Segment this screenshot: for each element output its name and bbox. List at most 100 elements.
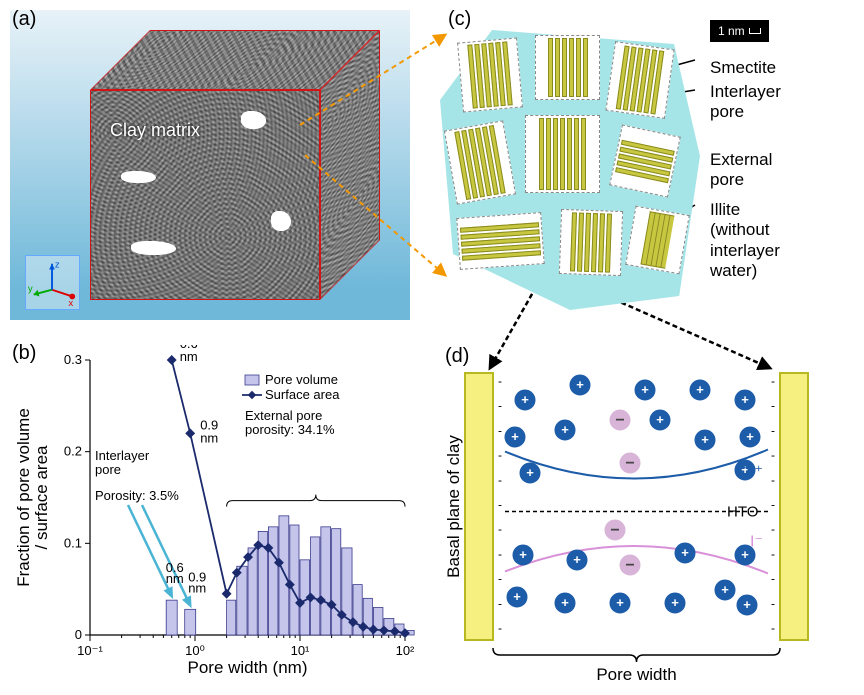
svg-text:Interlayerpore: Interlayerpore [95,448,150,477]
svg-text:HTO: HTO [727,504,758,521]
svg-text:+: + [561,595,569,610]
svg-text:-: - [498,374,502,388]
svg-text:-: - [498,572,502,586]
panel-d-ion-diagram: ----------------------++++++++++++−−++++… [445,355,845,690]
svg-text:nm: nm [180,349,198,364]
clay-particle [625,206,690,275]
scale-tick [749,28,761,34]
svg-text:10¹: 10¹ [291,643,310,658]
svg-text:0: 0 [75,627,82,642]
svg-text:+: + [641,382,649,397]
svg-text:+: + [513,589,521,604]
svg-text:+: + [521,392,529,407]
svg-text:10⁻¹: 10⁻¹ [77,643,103,658]
svg-text:-: - [771,621,775,635]
clay-matrix-label: Clay matrix [110,120,200,141]
label-external-pore: External pore [710,150,772,191]
ion-svg: ----------------------++++++++++++−−++++… [445,355,845,690]
label-smectite: Smectite [710,58,776,78]
ct-cube [90,30,360,300]
svg-text:Cs⁺: Cs⁺ [735,464,763,481]
svg-text:-: - [771,498,775,512]
pore-spot [121,171,156,183]
clay-particle [609,124,681,197]
clay-particle [525,115,600,193]
clay-particle [444,120,516,204]
svg-text:+: + [721,582,729,597]
panel-b-chart: 0 0.1 0.2 0.3 10⁻¹ 10⁰ 10¹ 10² Pore width (nm) Fr… [10,345,415,685]
svg-text:Fraction of pore volume/ surfa: Fraction of pore volume/ surface area [14,408,51,587]
svg-text:+: + [743,597,751,612]
svg-text:+: + [671,595,679,610]
svg-text:−: − [610,522,619,539]
label-interlayer-pore: Interlayer pore [710,82,781,123]
svg-text:External poreporosity: 34.1%: External poreporosity: 34.1% [245,408,335,437]
svg-text:Pore width (nm): Pore width (nm) [188,658,308,677]
svg-text:nm: nm [166,571,184,586]
label-illite: Illite (without interlayer water) [710,200,780,282]
svg-text:0.1: 0.1 [64,535,82,550]
svg-text:+: + [616,595,624,610]
svg-text:+: + [511,429,519,444]
svg-text:+: + [741,547,749,562]
svg-text:+: + [741,392,749,407]
svg-text:+: + [656,412,664,427]
svg-text:-: - [498,399,502,413]
panel-a-cube: Clay matrix x y z [10,10,410,320]
svg-text:-: - [771,448,775,462]
svg-text:+: + [696,382,704,397]
svg-text:+: + [573,552,581,567]
axis-lines: x y z [28,260,75,309]
clay-particle [535,35,600,100]
svg-text:-: - [771,374,775,388]
svg-text:-: - [498,473,502,487]
svg-text:+: + [746,429,754,444]
svg-text:I⁻: I⁻ [750,534,763,551]
svg-text:Porosity: 3.5%: Porosity: 3.5% [95,488,179,503]
pore-spot [271,211,291,231]
pore-spot [131,241,176,255]
svg-text:10⁰: 10⁰ [185,643,205,658]
svg-text:-: - [771,423,775,437]
svg-text:-: - [771,522,775,536]
svg-text:+: + [576,377,584,392]
svg-text:nm: nm [200,430,218,445]
scale-bar-text: 1 nm [718,24,745,38]
panel-c-label: (c) [448,8,471,31]
svg-text:+: + [561,422,569,437]
svg-text:+: + [701,432,709,447]
panel-c-particles: 1 nm Smectite Interlayer pore External p… [430,10,855,330]
svg-text:-: - [498,547,502,561]
svg-text:-: - [771,572,775,586]
panel-a-label: (a) [12,8,36,31]
svg-text:y: y [28,284,33,295]
svg-text:10²: 10² [396,643,415,658]
svg-text:Surface area: Surface area [265,387,340,402]
svg-text:-: - [498,596,502,610]
svg-text:-: - [498,423,502,437]
svg-text:−: − [615,412,624,429]
scale-bar: 1 nm [710,20,769,42]
svg-text:-: - [771,596,775,610]
svg-text:z: z [55,260,60,271]
svg-text:nm: nm [188,580,206,595]
svg-text:x: x [68,298,73,309]
svg-text:Pore width: Pore width [596,665,676,684]
svg-text:−: − [625,455,634,472]
svg-text:-: - [498,498,502,512]
svg-text:−: − [625,557,634,574]
svg-text:Basal plane of clay: Basal plane of clay [445,435,463,578]
chart-svg: 0 0.1 0.2 0.3 10⁻¹ 10⁰ 10¹ 10² Pore width (nm) Fr… [10,345,415,685]
svg-text:0.2: 0.2 [64,444,82,459]
svg-text:-: - [498,448,502,462]
clay-particle [456,212,544,270]
svg-text:-: - [771,547,775,561]
svg-text:-: - [498,621,502,635]
svg-text:-: - [771,473,775,487]
svg-text:+: + [519,547,527,562]
clay-particle [605,41,674,119]
panel-b-label: (b) [12,342,36,365]
clay-particle [457,38,523,113]
svg-text:0.3: 0.3 [64,352,82,367]
pore-spot [241,111,266,129]
